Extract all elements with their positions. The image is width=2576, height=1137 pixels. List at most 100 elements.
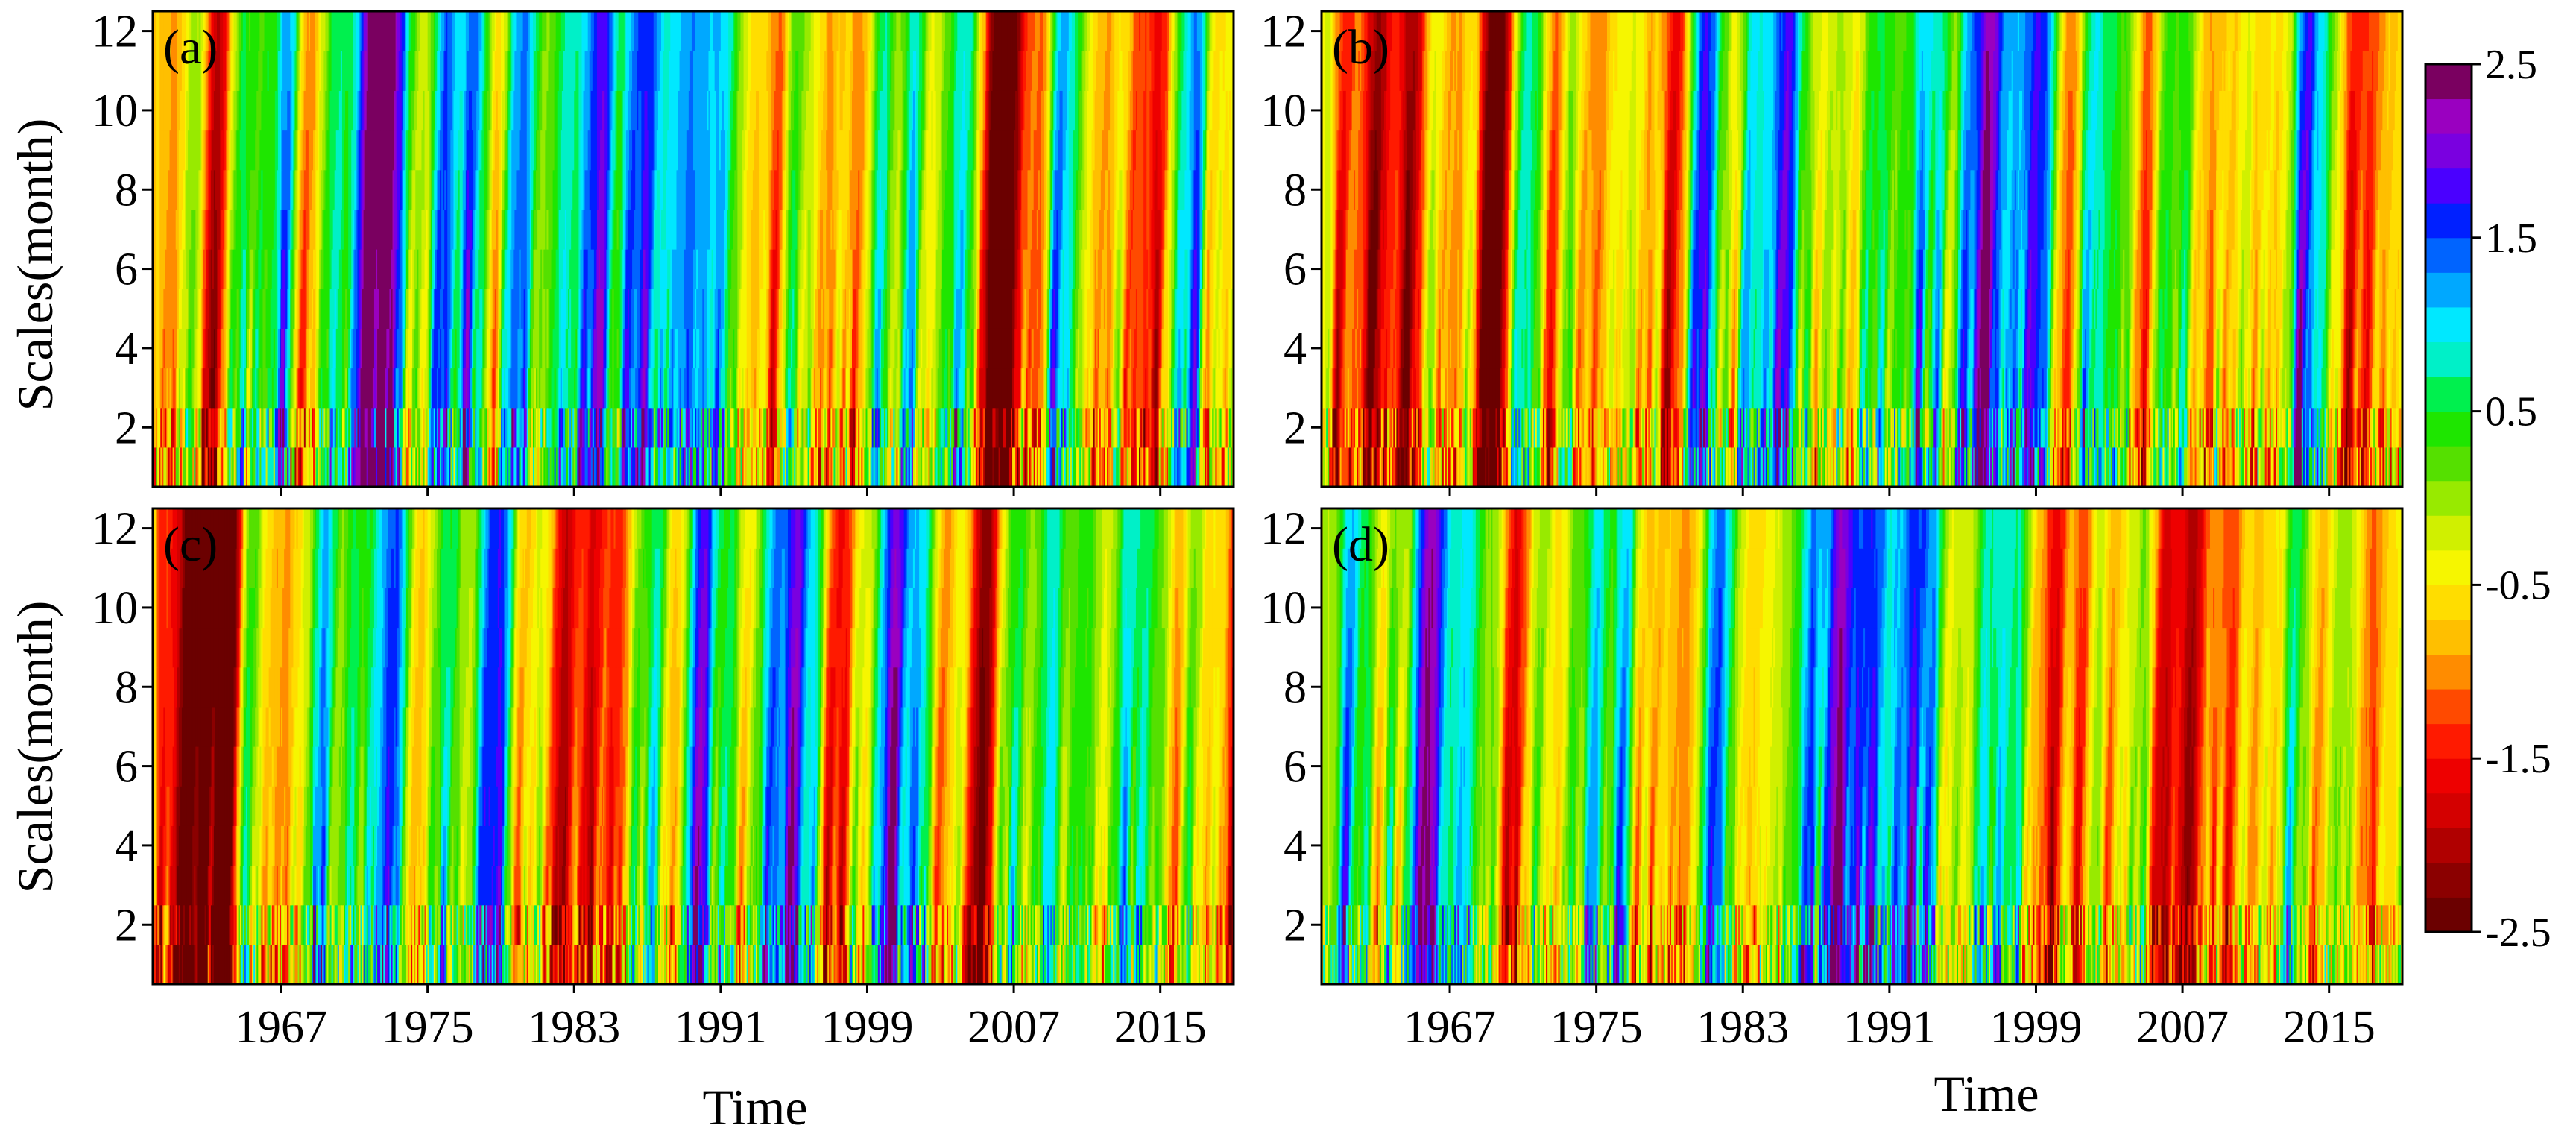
heatmap-cell	[705, 328, 708, 369]
heatmap-cell	[1097, 368, 1100, 409]
heatmap-cell	[1103, 447, 1106, 487]
heatmap-cell	[698, 368, 700, 409]
heatmap-cell	[475, 447, 477, 487]
heatmap-cell	[1068, 328, 1071, 369]
heatmap-cell	[303, 447, 306, 487]
heatmap-cell	[534, 447, 537, 487]
heatmap-cell	[215, 368, 218, 409]
heatmap-cell	[600, 407, 602, 448]
heatmap-cell	[1116, 368, 1118, 409]
heatmap-cell	[864, 447, 867, 487]
heatmap-cell	[192, 289, 195, 329]
heatmap-cell	[467, 407, 470, 448]
heatmap-cell	[1053, 407, 1055, 448]
heatmap-cell	[497, 368, 500, 409]
heatmap-cell	[421, 447, 424, 487]
heatmap-cell	[580, 447, 583, 487]
heatmap-cell	[171, 328, 174, 369]
heatmap-cell	[1071, 328, 1074, 369]
heatmap-cell	[587, 328, 590, 369]
heatmap-cell	[951, 328, 953, 369]
heatmap-cell	[873, 368, 876, 409]
heatmap-cell	[1169, 407, 1172, 448]
heatmap-cell	[1027, 328, 1030, 369]
heatmap-cell	[1123, 447, 1126, 487]
heatmap-cell	[1021, 328, 1023, 369]
heatmap-cell	[1029, 407, 1032, 448]
heatmap-cell	[905, 407, 908, 448]
heatmap-cell	[644, 407, 647, 448]
heatmap-cell	[300, 289, 303, 329]
heatmap-cell	[893, 368, 895, 409]
heatmap-cell	[510, 289, 512, 329]
heatmap-cell	[685, 289, 688, 329]
heatmap-cell	[845, 407, 848, 448]
heatmap-cell	[186, 407, 189, 448]
heatmap-cell	[824, 407, 827, 448]
heatmap-cell	[1201, 407, 1204, 448]
heatmap-cell	[418, 328, 421, 369]
heatmap-cell	[350, 368, 352, 409]
heatmap-cell	[316, 407, 318, 448]
heatmap-cell	[631, 368, 633, 409]
heatmap-cell	[600, 447, 602, 487]
heatmap-cell	[795, 328, 798, 369]
heatmap-cell	[253, 368, 256, 409]
heatmap-cell	[318, 368, 320, 409]
heatmap-cell	[1073, 447, 1076, 487]
heatmap-cell	[625, 368, 628, 409]
heatmap-cell	[261, 407, 264, 448]
heatmap-cell	[710, 368, 713, 409]
heatmap-cell	[991, 447, 994, 487]
heatmap-cell	[739, 289, 742, 329]
heatmap-cell	[859, 328, 862, 369]
heatmap-cell	[389, 368, 392, 409]
heatmap-cell	[1222, 407, 1225, 448]
heatmap-cell	[493, 447, 496, 487]
heatmap-cell	[244, 368, 247, 409]
heatmap-cell	[1225, 368, 1228, 409]
heatmap-cell	[285, 289, 288, 329]
heatmap-cell	[676, 447, 679, 487]
heatmap-cell	[745, 289, 748, 329]
heatmap-cell	[389, 447, 392, 487]
heatmap-cell	[1145, 447, 1147, 487]
heatmap-cell	[212, 447, 215, 487]
heatmap-cell	[166, 368, 169, 409]
heatmap-cell	[183, 447, 186, 487]
heatmap-cell	[948, 407, 950, 448]
heatmap-cell	[966, 368, 969, 409]
heatmap-cell	[510, 447, 512, 487]
heatmap-cell	[590, 447, 593, 487]
heatmap-cell	[382, 407, 384, 448]
heatmap-cell	[877, 447, 880, 487]
heatmap-cell	[255, 368, 257, 409]
heatmap-cell	[813, 328, 816, 369]
heatmap-cell	[792, 289, 795, 329]
heatmap-cell	[233, 289, 236, 329]
heatmap-cell	[296, 328, 299, 369]
heatmap-cell	[681, 407, 684, 448]
heatmap-cell	[914, 289, 917, 329]
heatmap-cell	[1143, 447, 1146, 487]
heatmap-cell	[1024, 368, 1027, 409]
heatmap-cell	[1023, 447, 1026, 487]
heatmap-cell	[791, 289, 793, 329]
heatmap-cell	[873, 328, 876, 369]
heatmap-cell	[1171, 447, 1173, 487]
heatmap-cell	[713, 289, 716, 329]
heatmap-cell	[1198, 447, 1201, 487]
heatmap-cell	[654, 368, 657, 409]
heatmap-cell	[1113, 407, 1115, 448]
heatmap-cell	[1135, 368, 1138, 409]
heatmap-cell	[195, 447, 198, 487]
heatmap-cell	[288, 289, 291, 329]
heatmap-cell	[1090, 407, 1093, 448]
heatmap-cell	[867, 447, 870, 487]
heatmap-cell	[1052, 407, 1054, 448]
heatmap-cell	[1055, 407, 1058, 448]
heatmap-cell	[1175, 368, 1178, 409]
heatmap-cell	[488, 407, 491, 448]
heatmap-cell	[705, 289, 708, 329]
heatmap-cell	[424, 407, 427, 448]
